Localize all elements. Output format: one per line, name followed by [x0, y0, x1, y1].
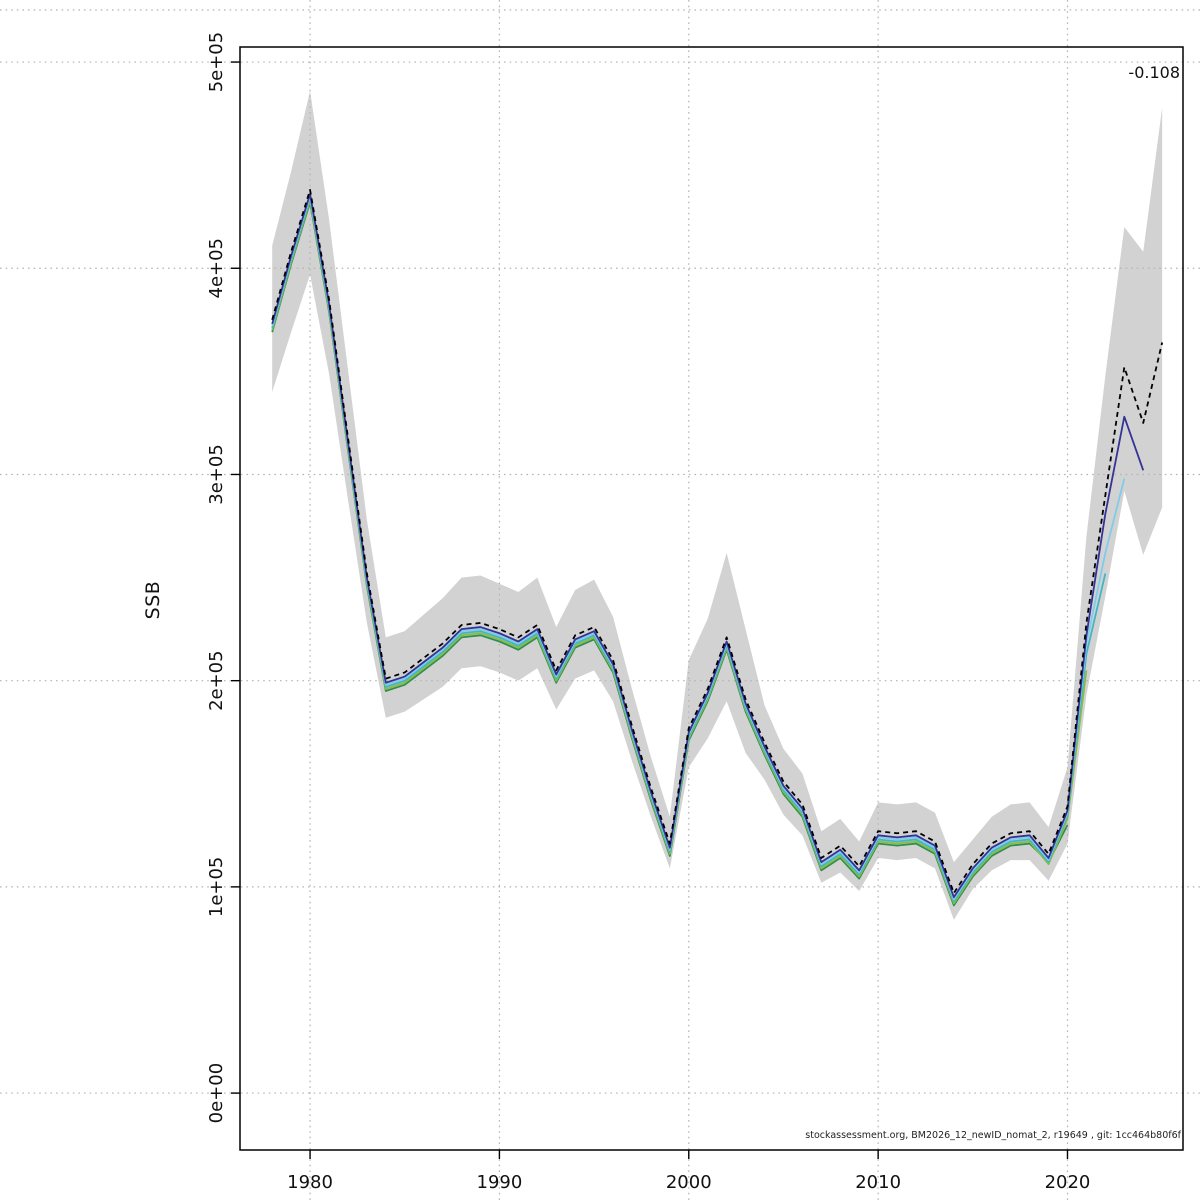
x-tick-label: 2010 — [855, 1172, 901, 1193]
plot-box — [239, 46, 1184, 1151]
stockassessment-footer: stockassessment.org, BM2026_12_newID_nom… — [805, 1130, 1181, 1141]
y-tick-label: 1e+05 — [206, 857, 227, 918]
y-axis-title: SSB — [142, 580, 164, 620]
mohns-rho-annotation: -0.108 — [1128, 63, 1180, 82]
x-tick-label: 2000 — [666, 1172, 712, 1193]
y-tick-label: 5e+05 — [206, 32, 227, 93]
series-retro-2020 — [271, 201, 1069, 907]
x-tick-label: 1990 — [477, 1172, 523, 1193]
y-tick-label: 0e+00 — [206, 1063, 227, 1124]
x-tick-label: 1980 — [287, 1172, 333, 1193]
y-tick-label: 3e+05 — [206, 444, 227, 505]
series-retro-2023 — [271, 195, 1126, 901]
confidence-band — [272, 90, 1163, 920]
series-retro-2024 — [271, 193, 1145, 899]
y-tick-label: 2e+05 — [206, 650, 227, 711]
series-final-2025 — [271, 189, 1164, 894]
x-tick-label: 2020 — [1045, 1172, 1091, 1193]
y-tick-label: 4e+05 — [206, 238, 227, 299]
